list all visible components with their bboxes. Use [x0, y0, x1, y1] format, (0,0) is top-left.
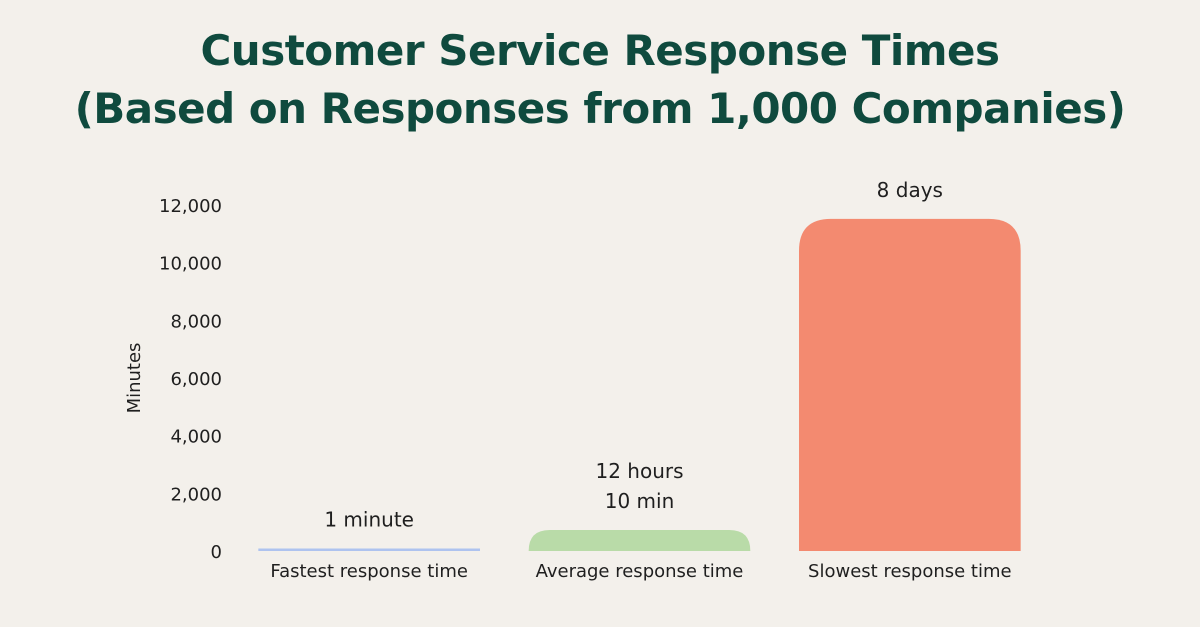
bars: [258, 218, 1021, 551]
y-tick-label: 6,000: [170, 369, 222, 390]
chart-title: Customer Service Response Times: [200, 26, 1000, 75]
y-tick-label: 2,000: [170, 484, 222, 505]
data-labels: 1 minute 12 hours 10 min 8 days: [324, 178, 943, 532]
bar-average-response-time: [528, 529, 751, 551]
data-label: 12 hours: [595, 459, 683, 483]
y-tick-label: 0: [211, 542, 222, 563]
bar-slowest-response-time: [798, 218, 1021, 551]
y-tick-label: 12,000: [159, 196, 222, 217]
data-label: 1 minute: [324, 508, 414, 532]
x-tick-label: Fastest response time: [270, 561, 468, 582]
y-tick-label: 10,000: [159, 254, 222, 275]
y-axis-label: Minutes: [124, 343, 145, 414]
chart-subtitle: (Based on Responses from 1,000 Companies…: [74, 84, 1126, 133]
data-label: 10 min: [605, 489, 675, 513]
x-tick-label: Average response time: [536, 561, 744, 582]
bar-fastest-response-time: [258, 548, 481, 551]
data-label: 8 days: [877, 178, 943, 202]
x-tick-label: Slowest response time: [808, 561, 1012, 582]
y-tick-label: 4,000: [170, 427, 222, 448]
x-axis: Fastest response time Average response ti…: [270, 561, 1011, 582]
y-tick-label: 8,000: [170, 311, 222, 332]
y-axis: 0 2,000 4,000 6,000 8,000 10,000 12,000: [159, 196, 222, 563]
chart-title-block: Customer Service Response Times (Based o…: [0, 22, 1200, 138]
